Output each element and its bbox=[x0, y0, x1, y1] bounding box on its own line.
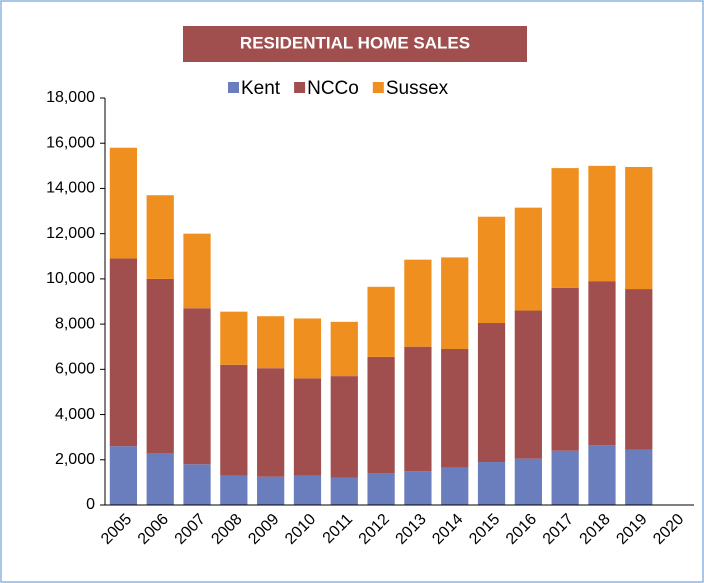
legend-label: Sussex bbox=[386, 78, 449, 99]
bar-segment bbox=[441, 348, 469, 468]
bar-segment bbox=[514, 207, 542, 311]
bar-segment bbox=[367, 286, 395, 357]
bar-segment bbox=[625, 166, 653, 290]
bar-segment bbox=[257, 368, 285, 477]
bar-segment bbox=[257, 476, 285, 505]
bar-segment bbox=[330, 477, 358, 505]
bar-segment bbox=[588, 281, 616, 446]
y-tick-label: 0 bbox=[86, 496, 95, 513]
bar-segment bbox=[330, 321, 358, 377]
bar-segment bbox=[183, 308, 211, 465]
bar-segment bbox=[220, 311, 248, 365]
bar-segment bbox=[146, 195, 174, 279]
chart-title: RESIDENTIAL HOME SALES bbox=[240, 33, 470, 52]
legend-label: NCCo bbox=[307, 78, 359, 99]
bar-segment bbox=[220, 475, 248, 505]
y-tick-label: 4,000 bbox=[55, 406, 95, 423]
bar-segment bbox=[404, 346, 432, 472]
y-tick-label: 18,000 bbox=[46, 89, 95, 106]
bar-segment bbox=[477, 322, 506, 463]
bar-segment bbox=[109, 258, 138, 447]
bar-segment bbox=[441, 467, 469, 505]
legend-swatch bbox=[294, 82, 306, 93]
bar-segment bbox=[625, 449, 653, 505]
bar-segment bbox=[625, 289, 653, 450]
y-tick-label: 8,000 bbox=[55, 315, 95, 332]
bar-segment bbox=[220, 364, 248, 476]
y-tick-label: 12,000 bbox=[46, 225, 95, 242]
bar-segment bbox=[551, 450, 579, 505]
bar-segment bbox=[514, 458, 542, 505]
bar-segment bbox=[293, 378, 322, 476]
legend-swatch bbox=[372, 82, 384, 93]
bar-segment bbox=[330, 376, 358, 478]
bar-segment bbox=[514, 310, 542, 459]
bar-segment bbox=[146, 452, 174, 505]
bar-segment bbox=[183, 464, 211, 505]
title-box bbox=[183, 26, 527, 62]
bar-segment bbox=[293, 475, 322, 505]
bar-segment bbox=[109, 147, 138, 259]
y-tick-label: 6,000 bbox=[55, 361, 95, 378]
bar-segment bbox=[367, 356, 395, 474]
bar-segment bbox=[477, 462, 506, 505]
legend-swatch bbox=[228, 82, 239, 93]
legend-label: Kent bbox=[241, 78, 281, 99]
bar-segment bbox=[183, 233, 211, 309]
bar-segment bbox=[404, 471, 432, 505]
bar-segment bbox=[257, 316, 285, 369]
bar-segment bbox=[551, 287, 579, 451]
y-tick-label: 16,000 bbox=[46, 134, 95, 151]
bar-segment bbox=[293, 318, 322, 379]
bar-segment bbox=[146, 278, 174, 453]
y-tick-label: 2,000 bbox=[55, 451, 95, 468]
y-tick-label: 10,000 bbox=[46, 270, 95, 287]
bar-segment bbox=[588, 165, 616, 282]
bar-segment bbox=[404, 259, 432, 347]
bar-segment bbox=[367, 473, 395, 505]
bar-segment bbox=[477, 216, 506, 323]
bar-segment bbox=[588, 445, 616, 505]
bar-segment bbox=[441, 257, 469, 349]
bar-segment bbox=[551, 168, 579, 288]
bar-segment bbox=[109, 446, 138, 505]
y-tick-label: 14,000 bbox=[46, 180, 95, 197]
